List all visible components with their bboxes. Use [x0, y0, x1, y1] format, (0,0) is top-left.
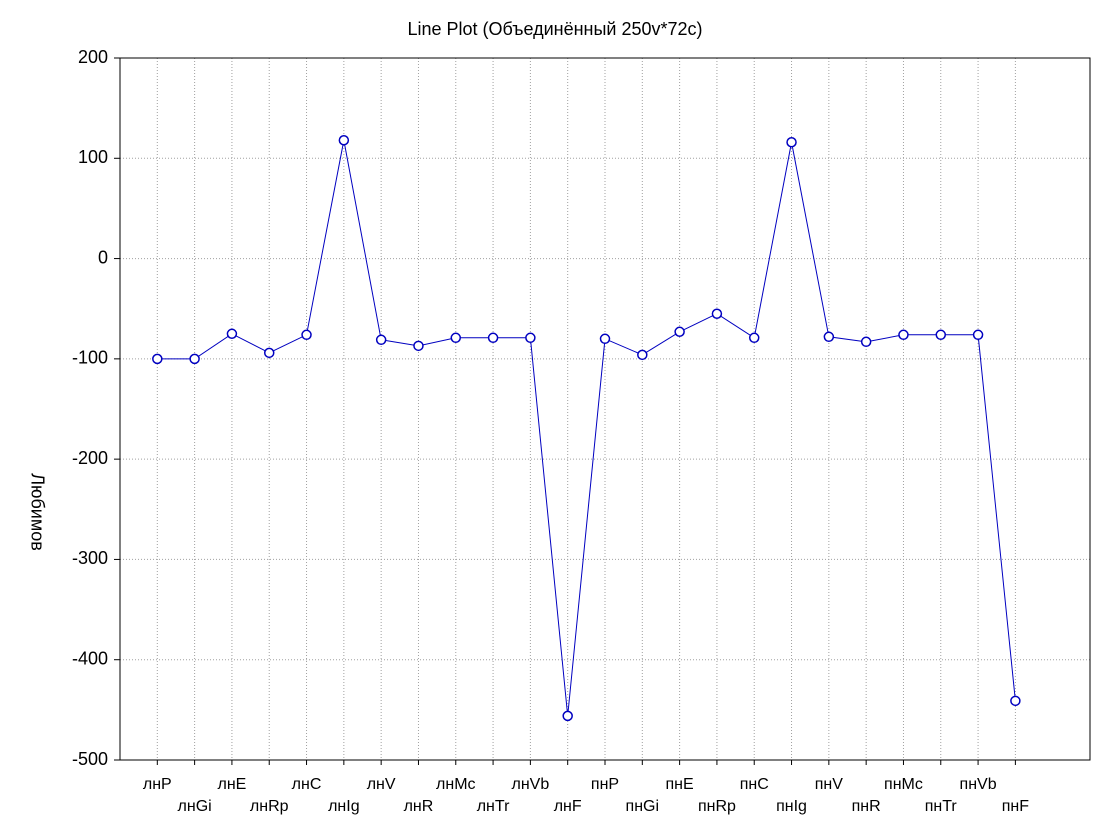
x-tick-label: лнR [404, 798, 434, 815]
x-tick-label: лнIg [328, 798, 360, 815]
data-point [786, 136, 797, 148]
y-tick-label: -200 [72, 448, 108, 468]
data-point [152, 353, 163, 365]
data-point [637, 349, 648, 361]
data-point [898, 329, 909, 341]
x-tick-label: пнP [591, 776, 619, 793]
x-tick-label: пнE [666, 776, 694, 793]
chart-title: Line Plot (Объединённый 250v*72c) [407, 19, 702, 39]
x-tick-label: пнMc [884, 776, 923, 793]
y-tick-label: 0 [98, 247, 108, 267]
data-point [338, 134, 350, 146]
y-tick-label: 200 [78, 47, 108, 67]
data-point [413, 340, 424, 352]
data-point [487, 332, 499, 344]
x-tick-label: лнP [143, 776, 172, 793]
data-point [1010, 695, 1021, 707]
data-point [525, 332, 536, 344]
data-point [748, 332, 760, 344]
x-tick-label: пнV [815, 776, 844, 793]
x-tick-label: пнF [1002, 798, 1030, 815]
y-tick-label: -300 [72, 548, 108, 568]
x-tick-label: лнE [218, 776, 247, 793]
x-tick-label: лнGi [178, 798, 212, 815]
y-tick-label: 100 [78, 147, 108, 167]
data-point [189, 353, 200, 365]
x-tick-label: пнIg [776, 798, 807, 815]
data-point [823, 331, 835, 343]
x-tick-label: лнV [367, 776, 396, 793]
x-tick-label: пнTr [925, 798, 958, 815]
data-point [301, 329, 312, 341]
data-point [860, 336, 872, 348]
y-tick-label: -400 [72, 648, 108, 668]
y-tick-label: -100 [72, 348, 108, 368]
x-tick-label: пнR [852, 798, 881, 815]
data-point [711, 308, 723, 319]
data-point [972, 329, 984, 341]
y-tick-label: -500 [72, 749, 108, 769]
data-point [935, 329, 947, 341]
x-tick-label: лнMc [436, 776, 476, 793]
data-point [375, 334, 387, 346]
data-point [599, 333, 611, 345]
x-tick-label: лнRp [250, 798, 289, 815]
x-tick-label: лнTr [477, 798, 510, 815]
grid [120, 57, 1090, 761]
x-tick-label: лнF [554, 798, 582, 815]
x-tick-label: пнVb [960, 776, 997, 793]
data-point [226, 328, 238, 340]
y-axis-label: Любимов [27, 473, 47, 551]
x-tick-label: лнC [292, 776, 322, 793]
x-tick-label: пнGi [626, 798, 660, 815]
data-point [562, 710, 573, 722]
x-tick-label: пнC [740, 776, 769, 793]
x-tick-label: пнRp [698, 798, 736, 815]
data-line [157, 140, 1016, 716]
data-point [450, 332, 462, 344]
data-point [263, 347, 275, 359]
data-point [674, 326, 685, 338]
x-tick-label: лнVb [512, 776, 550, 793]
